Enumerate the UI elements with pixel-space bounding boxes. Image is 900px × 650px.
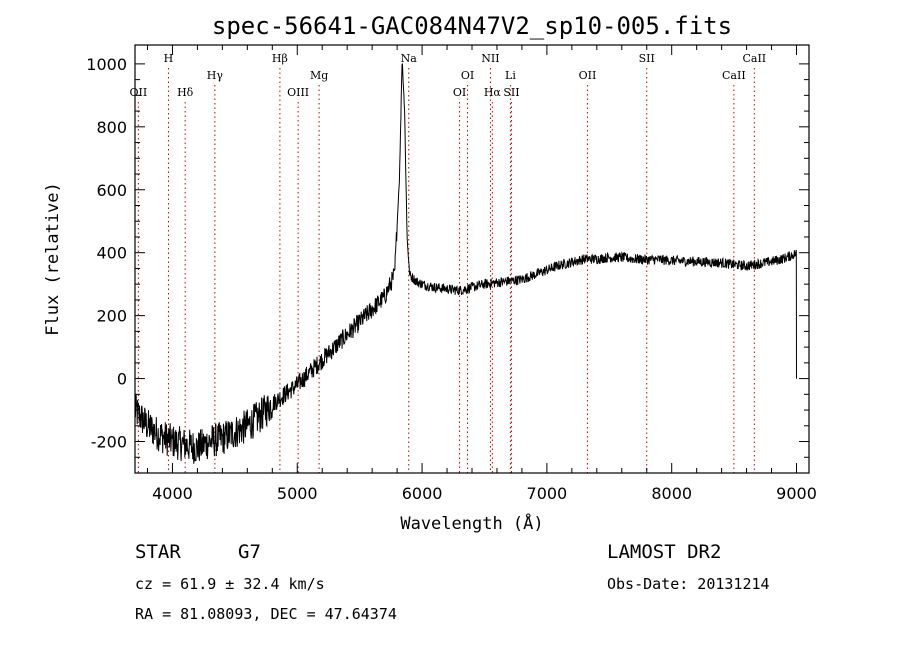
line-label-16: CaII [722,69,746,82]
chart-title: spec-56641-GAC084N47V2_sp10-005.fits [212,12,732,40]
line-label-10: NII [481,52,499,65]
line-label-1: H [164,52,174,65]
y-tick-label-5: 800 [96,118,127,137]
line-label-12: Li [505,69,516,82]
line-label-15: SII [639,52,655,65]
line-label-6: Mg [310,69,328,82]
x-tick-label-4: 8000 [651,484,692,503]
x-tick-label-3: 7000 [527,484,568,503]
y-tick-label-6: 1000 [86,55,127,74]
subclass: G7 [238,541,261,563]
coordinates-text: RA = 81.08093, DEC = 47.64374 [135,605,397,623]
redshift-text: cz = 61.9 ± 32.4 km/s [135,575,325,593]
y-tick-label-1: 0 [117,370,127,389]
axis-ticks: 4000 5000 6000 7000 8000 9000 -200 0 200 400 600 80… [86,45,817,503]
x-axis-label: Wavelength (Å) [400,512,543,534]
line-label-17: CaII [742,52,766,65]
line-label-2: Hδ [177,86,194,99]
obs-date: Obs-Date: 20131214 [607,575,770,593]
x-tick-label-5: 9000 [776,484,817,503]
y-tick-label-4: 600 [96,181,127,200]
line-label-0: OII [130,86,148,99]
y-tick-label-2: 200 [96,307,127,326]
line-label-14: OII [579,69,597,82]
y-tick-label-0: -200 [91,433,127,452]
line-label-4: Hβ [272,52,288,65]
spectrum-line [134,63,797,464]
line-label-7: Na [401,52,418,65]
object-class: STAR [135,541,181,563]
y-tick-label-3: 400 [96,244,127,263]
x-tick-label-1: 5000 [277,484,318,503]
x-tick-label-0: 4000 [152,484,193,503]
line-label-11: Hα [484,86,502,99]
line-label-13: SII [503,86,519,99]
line-label-9: OI [461,69,474,82]
survey-name: LAMOST DR2 [607,541,722,563]
line-label-8: OI [453,86,466,99]
x-tick-label-2: 6000 [402,484,443,503]
spectrum-series [134,63,797,464]
line-label-3: Hγ [207,69,224,82]
line-label-5: OIII [287,86,309,99]
y-axis-label: Flux (relative) [43,182,63,336]
